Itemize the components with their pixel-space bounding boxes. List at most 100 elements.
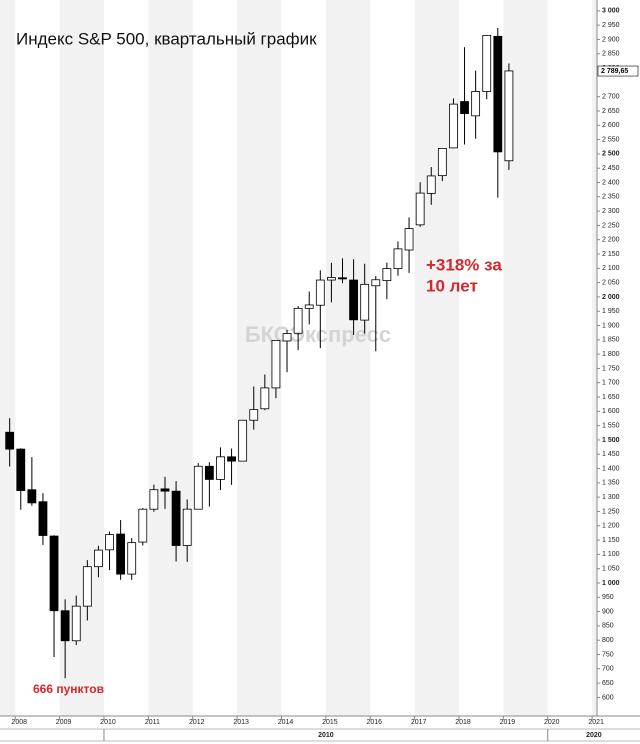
y-tick-label: 1 700: [602, 380, 620, 387]
y-tick-label: 1 250: [602, 508, 620, 515]
y-tick-label: 2 300: [602, 208, 620, 215]
candle-body: [27, 489, 37, 504]
y-tick-label: 1 600: [602, 408, 620, 415]
candle-body: [94, 549, 103, 568]
y-tick-label: 1 100: [602, 551, 620, 558]
x-tick-label: 2008: [11, 719, 27, 726]
candle-body: [127, 542, 137, 575]
candle-body: [227, 456, 236, 462]
candle-body: [182, 508, 192, 546]
candle-body: [71, 605, 81, 642]
year-band: [592, 0, 597, 716]
x-tick-label: 2020: [544, 719, 560, 726]
candle-body: [493, 35, 503, 153]
candle-body: [282, 333, 292, 342]
low-label: 666 пунктов: [33, 682, 104, 696]
candle-body: [5, 431, 15, 450]
candle-body: [426, 175, 436, 194]
y-tick-label: 1 900: [602, 322, 620, 329]
year-band: [325, 0, 371, 716]
candle-body: [49, 535, 59, 612]
y-tick-label: 900: [602, 608, 614, 615]
x-tick-label: 2011: [145, 719, 160, 726]
candle-body: [238, 419, 248, 462]
candle-body: [116, 533, 126, 575]
y-tick-label: 950: [602, 594, 614, 601]
candle-body: [437, 148, 447, 177]
x-tick-label: 2018: [455, 719, 471, 726]
candle-body: [393, 248, 403, 270]
y-tick-label: 2 200: [602, 237, 620, 244]
year-band: [148, 0, 193, 716]
candle-body: [249, 409, 259, 421]
candle-body: [338, 277, 347, 280]
x-tick-label: 2013: [233, 719, 249, 726]
candle-body: [160, 488, 170, 492]
y-tick-label: 2 050: [602, 279, 620, 286]
y-tick-label: 2 000: [602, 294, 620, 301]
y-tick-label: 2 850: [602, 51, 620, 58]
candle-body: [460, 101, 469, 114]
decade-label: 2020: [586, 732, 602, 739]
candle-body: [193, 465, 203, 510]
y-tick-label: 850: [602, 623, 614, 630]
candle-body: [149, 489, 159, 510]
y-tick-label: 2 900: [602, 36, 620, 43]
x-tick-label: 2019: [500, 719, 516, 726]
y-tick-label: 3 000: [602, 8, 620, 15]
candle-body: [260, 387, 270, 410]
y-tick-label: 800: [602, 637, 614, 644]
y-tick-label: 2 150: [602, 251, 620, 258]
candle-body: [16, 448, 26, 491]
y-tick-label: 2 650: [602, 108, 620, 115]
candle-body: [38, 501, 48, 536]
y-tick-label: 2 500: [602, 151, 620, 158]
x-tick-label: 2009: [56, 719, 72, 726]
decade-label: 2010: [318, 732, 334, 739]
y-tick-label: 1 800: [602, 351, 620, 358]
y-tick-label: 1 650: [602, 394, 620, 401]
watermark: БКСЭкспресс: [245, 322, 391, 347]
y-tick-label: 650: [602, 680, 614, 687]
x-tick-label: 2014: [278, 719, 294, 726]
year-band: [0, 0, 16, 716]
y-tick-label: 2 950: [602, 22, 620, 29]
candle-body: [82, 566, 92, 607]
y-tick-label: 1 950: [602, 308, 620, 315]
candle-body: [216, 456, 225, 480]
chart-title: Индекс S&P 500, квартальный график: [16, 29, 317, 48]
y-tick-label: 2 100: [602, 265, 620, 272]
last-price-label: 2 789,65: [601, 68, 628, 75]
candle-body: [349, 279, 358, 321]
y-tick-label: 600: [602, 694, 614, 701]
y-tick-label: 1 300: [602, 494, 620, 501]
y-tick-label: 2 550: [602, 136, 620, 143]
y-tick-label: 1 550: [602, 422, 620, 429]
y-tick-label: 1 450: [602, 451, 620, 458]
candle-body: [371, 279, 381, 287]
x-tick-label: 2017: [411, 719, 427, 726]
candle-body: [304, 304, 314, 309]
year-band: [59, 0, 104, 716]
y-tick-label: 1 000: [602, 580, 620, 587]
x-tick-label: 2015: [322, 719, 338, 726]
y-tick-label: 2 400: [602, 179, 620, 186]
candle-body: [415, 192, 425, 226]
y-tick-label: 2 600: [602, 122, 620, 129]
y-tick-label: 1 850: [602, 337, 620, 344]
candle-body: [449, 103, 458, 149]
candle-body: [360, 283, 370, 321]
candle-body: [327, 277, 336, 281]
annotation: 10 лет: [426, 276, 478, 295]
annotation: +318% за: [426, 255, 502, 274]
y-tick-label: 700: [602, 666, 614, 673]
y-tick-label: 1 500: [602, 437, 620, 444]
y-tick-label: 2 700: [602, 94, 620, 101]
candle-body: [315, 279, 325, 306]
x-tick-label: 2010: [100, 719, 116, 726]
y-tick-label: 2 450: [602, 165, 620, 172]
y-tick-label: 1 400: [602, 465, 620, 472]
y-tick-label: 1 200: [602, 523, 620, 530]
y-tick-label: 1 050: [602, 566, 620, 573]
